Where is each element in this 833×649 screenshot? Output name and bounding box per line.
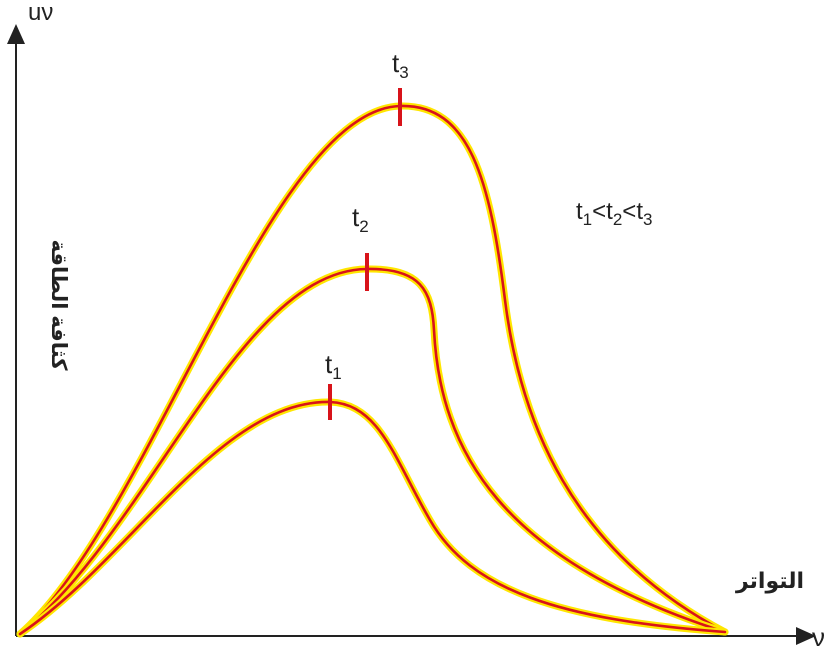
curve-t1-line	[18, 400, 727, 636]
y-axis-arrow-icon	[7, 24, 25, 44]
temperature-relation: t1<t2<t3	[576, 198, 652, 229]
curve-t2-line	[18, 267, 727, 636]
curve-t1	[16, 384, 729, 638]
curve-t2-label: t2	[352, 202, 369, 236]
curve-t3-line	[18, 104, 727, 636]
curve-t2	[16, 253, 729, 638]
x-axis-label: التواتر	[735, 568, 804, 594]
curve-t1-label: t1	[325, 349, 342, 383]
curve-t2-outline	[16, 265, 729, 638]
y-axis-label: كثافة الطاقة	[47, 240, 70, 372]
x-axis-symbol: ν	[812, 622, 825, 649]
axes	[7, 24, 816, 645]
x-axis-arrow-icon	[796, 627, 816, 645]
curve-t3-label: t3	[392, 48, 409, 82]
curve-t3	[16, 88, 729, 638]
y-axis-symbol: uν	[28, 0, 53, 26]
